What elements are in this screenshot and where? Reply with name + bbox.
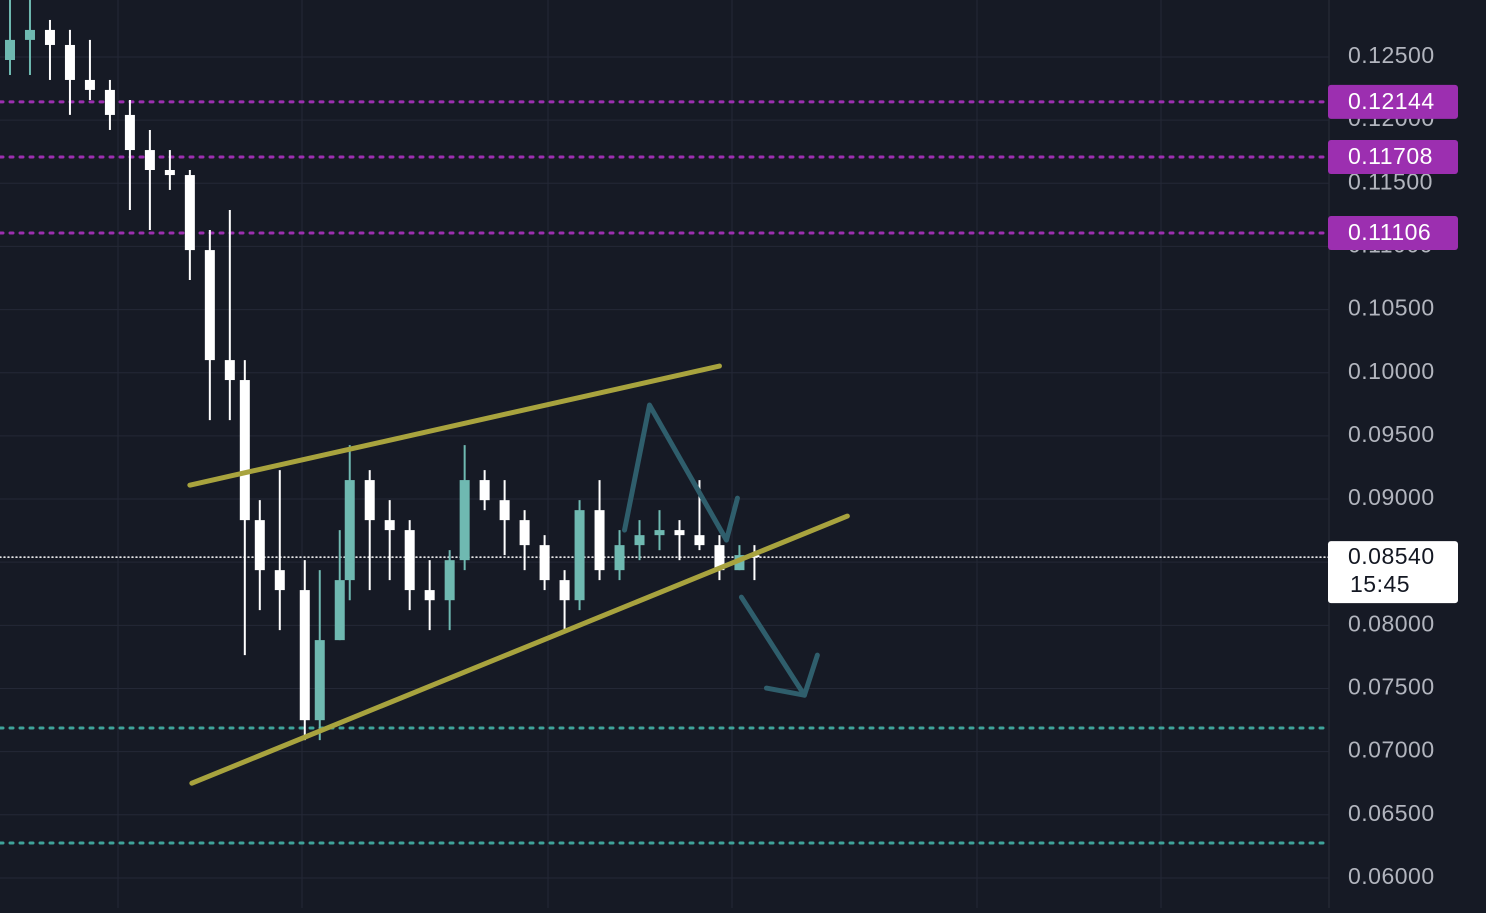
level-label: 0.11708: [1348, 143, 1433, 169]
candle-body: [424, 590, 435, 601]
candle-body: [594, 510, 605, 571]
arrow-drawing: [622, 402, 740, 543]
candle-body: [539, 545, 550, 581]
candle-body: [519, 520, 530, 546]
y-tick-label: 0.10000: [1348, 358, 1435, 384]
y-tick-label: 0.12500: [1348, 42, 1435, 68]
candle-body: [479, 480, 490, 501]
price-axis: 0.06000 0.06500 0.07000 0.07500 0.08000 0.085…: [1328, 42, 1458, 889]
candle-body: [64, 44, 75, 80]
candle-body: [404, 530, 415, 591]
candle-body: [654, 530, 665, 536]
y-tick-label: 0.09500: [1348, 421, 1435, 447]
last-price-box: [1328, 541, 1458, 604]
candle-body: [184, 175, 195, 251]
level-label-box: [1328, 139, 1458, 174]
candle-body: [384, 520, 395, 531]
arrow-drawing: [763, 652, 820, 698]
candle-body: [364, 480, 375, 521]
trendline: [187, 363, 722, 488]
candle-body: [634, 535, 645, 546]
candle-body: [334, 580, 345, 641]
vertical-grid: [117, 0, 1162, 908]
level-label-box: [1328, 216, 1458, 251]
candle-body: [674, 530, 685, 536]
candle-body: [124, 114, 135, 151]
candle-body: [44, 29, 55, 45]
candle-body: [459, 480, 470, 561]
candle-body: [499, 500, 510, 521]
candle-body: [224, 360, 235, 381]
candle-body: [444, 560, 455, 601]
y-tick-label: 0.06500: [1348, 800, 1435, 826]
y-tick-label: 0.06000: [1348, 863, 1435, 889]
candle-body: [714, 545, 725, 571]
y-tick-label: 0.07500: [1348, 674, 1435, 700]
candle-body: [299, 590, 310, 721]
candle-body: [694, 535, 705, 546]
candle-body: [239, 380, 250, 521]
candle-body: [274, 570, 285, 591]
candle-body: [574, 510, 585, 601]
level-label: 0.12144: [1348, 88, 1435, 114]
y-tick-label: 0.10500: [1348, 295, 1435, 321]
candle-body: [24, 29, 35, 40]
candle-body: [559, 580, 570, 601]
candle-body: [254, 520, 265, 571]
candle-body: [614, 545, 625, 571]
plot-area: [0, 0, 1331, 879]
last-price-label: 0.08540: [1348, 543, 1435, 569]
candle-body: [104, 89, 115, 115]
candle-body: [144, 150, 155, 171]
level-label: 0.11106: [1348, 219, 1431, 245]
candle-body: [344, 480, 355, 581]
candle-body: [204, 250, 215, 361]
countdown-label: 15:45: [1350, 571, 1410, 597]
y-tick-label: 0.09000: [1348, 484, 1435, 510]
candle-body: [164, 170, 175, 176]
y-tick-label: 0.08000: [1348, 610, 1435, 636]
y-tick-label: 0.07000: [1348, 737, 1435, 763]
arrow-drawing: [738, 594, 807, 698]
candle-body: [4, 39, 15, 60]
candle-body: [314, 640, 325, 721]
level-label-box: [1328, 84, 1458, 119]
trendline: [189, 513, 850, 786]
candle-body: [84, 79, 95, 90]
